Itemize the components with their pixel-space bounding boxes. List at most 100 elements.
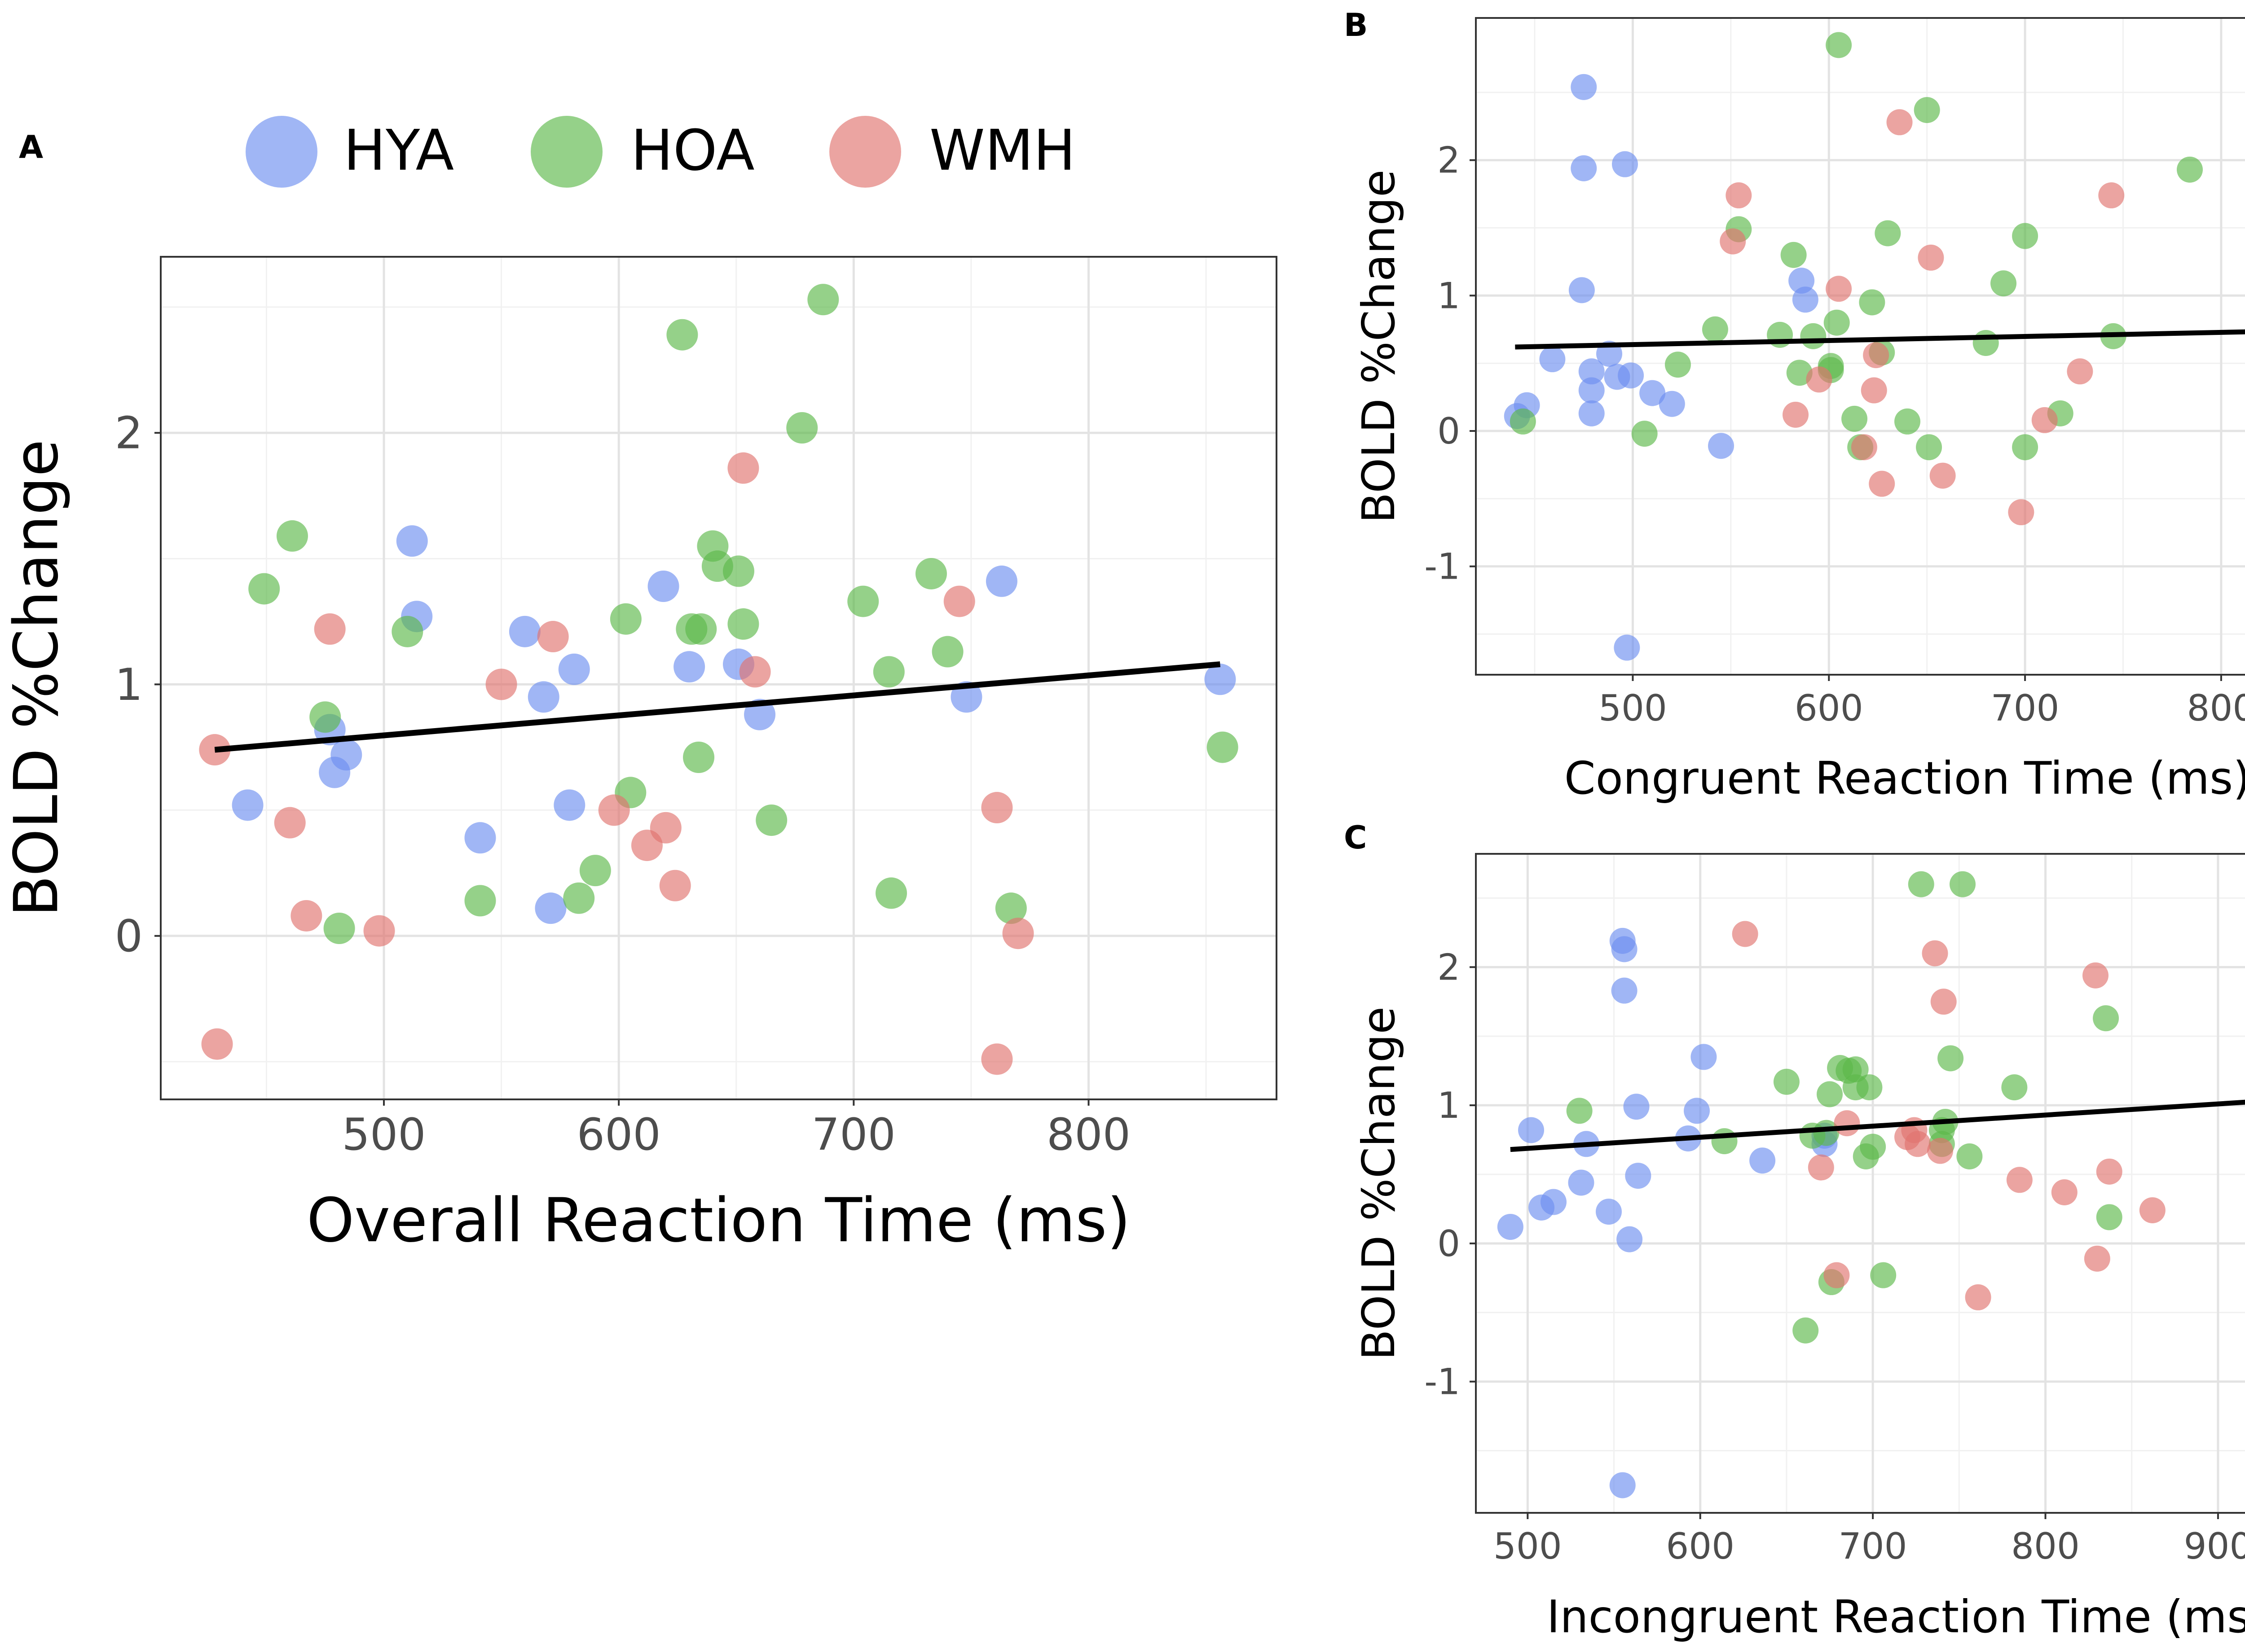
panel-c-point-hoa — [1773, 1068, 1800, 1095]
panel-a-point-hya — [558, 653, 590, 685]
panel-c-point-hoa — [1956, 1143, 1983, 1169]
panel-a-point-hoa — [666, 319, 698, 351]
legend-swatch-wmh — [829, 116, 901, 188]
panel-a-y-tick-label: 1 — [115, 659, 143, 711]
panel-b-x-tick-label: 600 — [1795, 687, 1863, 729]
panel-c-x-axis-title: Incongruent Reaction Time (ms) — [1547, 1590, 2245, 1643]
panel-a-point-hoa — [932, 636, 964, 668]
panel-a-point-hoa — [1206, 731, 1238, 763]
panel-c-point-hoa — [1842, 1056, 1869, 1083]
panel-b-point-hoa — [1841, 405, 1868, 432]
panel-c-point-hya — [1497, 1213, 1523, 1240]
panel-b-point-hoa — [1859, 289, 1885, 316]
panel-b-point-hya — [1618, 362, 1644, 389]
panel-c-point-wmh — [1834, 1110, 1860, 1137]
panel-c-x-tick-label: 600 — [1666, 1525, 1734, 1567]
panel-a-point-wmh — [659, 870, 691, 901]
panel-b-point-hoa — [1631, 421, 1658, 447]
panel-c-point-hya — [1609, 1472, 1636, 1498]
panel-b-point-wmh — [1886, 109, 1913, 136]
panel-a-point-hoa — [807, 284, 839, 316]
panel-a-x-tick-label: 700 — [812, 1109, 896, 1160]
panel-b-point-hoa — [2177, 156, 2203, 183]
panel-b-point-hya — [1539, 346, 1566, 373]
panel-b-y-tick-label: -1 — [1424, 546, 1460, 588]
panel-b-fit-line — [1515, 329, 2245, 350]
panel-b-point-wmh — [1869, 470, 1895, 497]
panel-b-x-tick-label: 800 — [2187, 687, 2245, 729]
panel-c-point-wmh — [1927, 1138, 1954, 1164]
panel-a-point-hoa — [683, 741, 715, 773]
panel-b-point-hoa — [1800, 323, 1827, 349]
legend: HYA HOA WMH — [246, 116, 1075, 188]
panel-c-point-wmh — [1930, 989, 1957, 1015]
panel-c-point-hya — [1749, 1147, 1776, 1174]
panel-c-x-tick-label: 700 — [1839, 1525, 1907, 1567]
panel-b-letter: B — [1344, 7, 1368, 44]
panel-b-point-hoa — [2012, 434, 2038, 461]
panel-c-y-tick-label: -1 — [1424, 1361, 1460, 1403]
panel-a-point-hya — [330, 739, 362, 771]
panel-b-point-hya — [1578, 400, 1605, 426]
panel-c-point-hya — [1611, 977, 1638, 1004]
panel-c-point-hya — [1623, 1094, 1650, 1120]
legend-label-wmh: WMH — [929, 118, 1075, 183]
panel-c-series-wmh — [1732, 921, 2166, 1310]
panel-c-point-hoa — [1566, 1098, 1593, 1124]
panel-b-point-wmh — [1863, 342, 1889, 369]
legend-item-hya: HYA — [246, 116, 454, 188]
panel-a-point-hoa — [563, 882, 595, 914]
panel-b-point-hoa — [1702, 316, 1728, 343]
panel-a-point-hoa — [727, 608, 759, 640]
panel-a-point-hoa — [579, 855, 611, 887]
panel-c-point-hya — [1625, 1163, 1651, 1189]
panel-a-point-hoa — [873, 656, 905, 688]
legend-swatch-hya — [246, 116, 317, 188]
panel-b-point-wmh — [1929, 462, 1956, 489]
legend-item-wmh: WMH — [829, 116, 1075, 188]
panel-a-point-hoa — [847, 585, 879, 617]
panel-a-point-hoa — [786, 412, 818, 444]
panel-b-x-axis-title: Congruent Reaction Time (ms) — [1564, 752, 2245, 804]
panel-c-incongruent-rt: 500 600 700 800 900 -1 0 1 2 Incongruent Reaction… — [1344, 819, 2245, 1643]
panel-a-point-hya — [535, 892, 567, 924]
panel-c-y-tick-label: 1 — [1437, 1085, 1460, 1126]
panel-a-point-wmh — [1002, 918, 1034, 949]
panel-b-point-hya — [1708, 433, 1734, 459]
panel-c-x-tick-label: 800 — [2011, 1525, 2080, 1567]
panel-b-point-wmh — [1826, 276, 1852, 302]
panel-c-point-hoa — [1950, 871, 1976, 897]
panel-c-point-hya — [1616, 1226, 1643, 1252]
panel-c-point-hya — [1540, 1189, 1567, 1215]
panel-b-point-hya — [1578, 358, 1605, 385]
panel-c-point-wmh — [1732, 921, 1758, 947]
panel-a-point-hoa — [392, 615, 423, 647]
panel-b-point-hoa — [1916, 434, 1942, 461]
panel-a-point-wmh — [739, 656, 771, 688]
panel-a-series-wmh — [199, 452, 1034, 1075]
panel-c-point-hoa — [2001, 1074, 2028, 1101]
panel-a-plot-area — [161, 257, 1277, 1099]
panel-a-point-hoa — [248, 573, 280, 605]
panel-a-point-wmh — [274, 807, 306, 839]
panel-c-point-hoa — [2096, 1204, 2122, 1230]
panel-a-point-wmh — [485, 668, 517, 700]
panel-c-point-hya — [1690, 1044, 1717, 1070]
panel-b-point-hoa — [1786, 360, 1813, 386]
panel-a-y-tick-label: 2 — [115, 408, 143, 459]
panel-b-point-wmh — [1918, 244, 1944, 271]
panel-c-point-hoa — [1937, 1045, 1964, 1072]
panel-c-y-tick-label: 2 — [1437, 946, 1460, 988]
panel-a-point-wmh — [199, 734, 231, 766]
panel-a-overall-rt: 500 600 700 800 0 1 2 Overall Reaction Time (ms… — [1, 129, 1277, 1256]
panel-a-y-axis-title: BOLD %Change — [1, 439, 71, 917]
panel-b-point-wmh — [1861, 377, 1887, 404]
panel-a-point-hoa — [610, 603, 642, 635]
panel-c-point-hya — [1595, 1199, 1622, 1225]
panel-b-panel-border — [1475, 17, 2245, 676]
panel-b-point-hya — [1571, 155, 1597, 181]
panel-b-point-wmh — [1851, 434, 1877, 461]
panel-c-point-hya — [1518, 1117, 1545, 1143]
panel-c-point-hya — [1611, 936, 1638, 962]
